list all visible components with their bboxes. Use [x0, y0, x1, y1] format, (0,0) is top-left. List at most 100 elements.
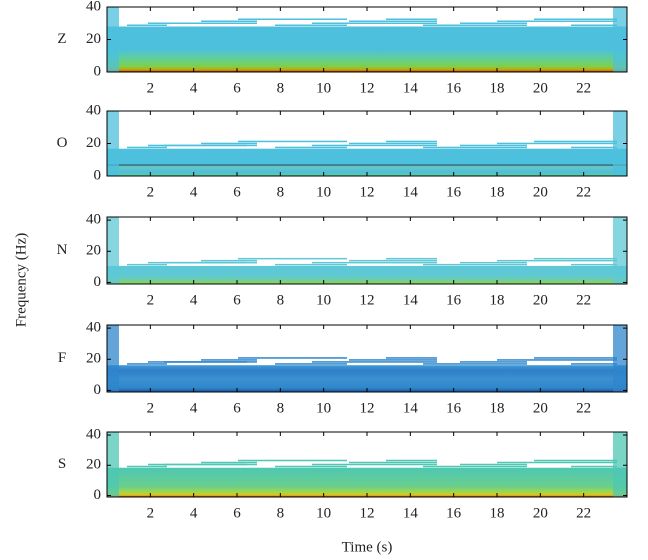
x-tick-label: 4: [190, 400, 198, 416]
x-tick-label: 22: [576, 80, 591, 96]
spectrogram-streak: [386, 257, 437, 260]
y-tick-label: 40: [86, 102, 101, 118]
spectrogram-streak: [148, 261, 247, 264]
x-tick-label: 6: [233, 505, 241, 521]
x-tick-label: 12: [360, 292, 375, 308]
x-tick-label: 8: [277, 80, 285, 96]
spectrogram-streak: [312, 361, 437, 363]
spectrogram-streak: [127, 24, 167, 26]
y-axis-title: Frequency (Hz): [13, 233, 29, 328]
spectrogram-streak: [386, 18, 437, 20]
panel-label: Z: [57, 31, 66, 47]
x-tick-label: 20: [533, 292, 548, 308]
x-tick-label: 14: [403, 400, 419, 416]
x-tick-label: 16: [446, 184, 462, 200]
x-tick-label: 6: [233, 400, 241, 416]
x-tick-label: 16: [446, 292, 462, 308]
x-tick-label: 6: [233, 184, 241, 200]
x-tick-label: 4: [190, 292, 198, 308]
spectrogram-streak: [460, 22, 527, 24]
spectrogram-edge: [107, 7, 119, 72]
x-tick-label: 4: [190, 505, 198, 521]
spectrogram-body: [107, 467, 627, 497]
spectrogram-edge: [613, 217, 627, 284]
spectrogram-streak: [275, 146, 347, 149]
spectrogram-streak: [571, 24, 617, 26]
spectrogram-streak: [423, 465, 527, 468]
x-tick-label: 10: [316, 400, 331, 416]
panel-label: S: [58, 456, 66, 472]
x-tick-label: 22: [576, 505, 591, 521]
x-tick-label: 18: [490, 80, 505, 96]
x-tick-label: 2: [147, 292, 155, 308]
y-tick-label: 20: [86, 351, 101, 367]
panel-label: F: [58, 350, 66, 366]
spectrogram-streak: [423, 146, 527, 149]
spectrogram-streak: [238, 140, 347, 143]
spectrogram-streak: [312, 144, 437, 147]
x-tick-label: 4: [190, 184, 198, 200]
x-tick-label: 14: [403, 184, 419, 200]
spectrogram: [106, 216, 628, 285]
spectrogram-streak: [349, 359, 437, 361]
spectrogram-edge: [107, 217, 119, 284]
x-tick-label: 20: [533, 505, 548, 521]
x-tick-label: 10: [316, 80, 331, 96]
x-tick-label: 8: [277, 400, 285, 416]
y-tick-label: 20: [86, 135, 101, 151]
spectrogram-streak: [275, 363, 347, 365]
spectrogram-edge: [613, 111, 627, 176]
spectrogram-streak: [238, 257, 347, 260]
y-tick-label: 0: [94, 167, 102, 183]
spectrogram-streak: [127, 465, 167, 468]
x-tick-label: 12: [360, 80, 375, 96]
spectrogram-streak: [571, 465, 617, 468]
spectrogram-streak: [312, 463, 437, 466]
x-tick-label: 16: [446, 400, 462, 416]
spectrogram-streak: [201, 359, 257, 361]
spectrogram-edge: [107, 432, 119, 497]
x-tick-label: 4: [190, 80, 198, 96]
spectrogram-streak: [238, 459, 347, 462]
spectrogram-streak: [312, 22, 437, 24]
spectrogram-streak: [275, 465, 347, 468]
spectrogram-streak: [460, 463, 527, 466]
x-tick-label: 8: [277, 505, 285, 521]
y-tick-label: 20: [86, 243, 101, 259]
spectrogram-body: [107, 265, 627, 284]
spectrogram-streak: [349, 259, 437, 262]
x-tick-label: 16: [446, 80, 462, 96]
x-tick-label: 22: [576, 184, 591, 200]
x-tick-label: 12: [360, 400, 375, 416]
x-tick-label: 14: [403, 505, 419, 521]
y-tick-label: 0: [94, 382, 102, 398]
spectrogram-streak: [534, 357, 617, 359]
spectrogram-streak: [275, 263, 347, 266]
x-tick-label: 18: [490, 400, 505, 416]
spectrogram-streak: [238, 357, 347, 359]
x-tick-label: 14: [403, 80, 419, 96]
x-tick-label: 18: [490, 292, 505, 308]
spectrogram-streak: [148, 22, 247, 24]
spectrogram-streak: [497, 142, 617, 145]
spectrogram-streak: [497, 461, 617, 464]
y-tick-label: 0: [94, 274, 102, 290]
spectrogram-streak: [349, 142, 437, 145]
spectrogram-body: [107, 365, 627, 392]
spectrogram-streak: [349, 461, 437, 464]
x-tick-label: 2: [147, 80, 155, 96]
spectrogram: [106, 324, 628, 393]
spectrogram-streak: [127, 363, 167, 365]
x-tick-label: 2: [147, 400, 155, 416]
spectrogram-streak: [571, 263, 617, 266]
spectrogram-streak: [238, 18, 347, 20]
x-tick-label: 22: [576, 400, 591, 416]
y-tick-label: 0: [94, 63, 102, 79]
spectrogram-streak: [497, 20, 617, 22]
spectrogram: [106, 431, 628, 498]
spectrogram-streak: [201, 259, 257, 262]
spectrogram-streak: [534, 257, 617, 260]
x-tick-label: 14: [403, 292, 419, 308]
x-tick-label: 8: [277, 184, 285, 200]
